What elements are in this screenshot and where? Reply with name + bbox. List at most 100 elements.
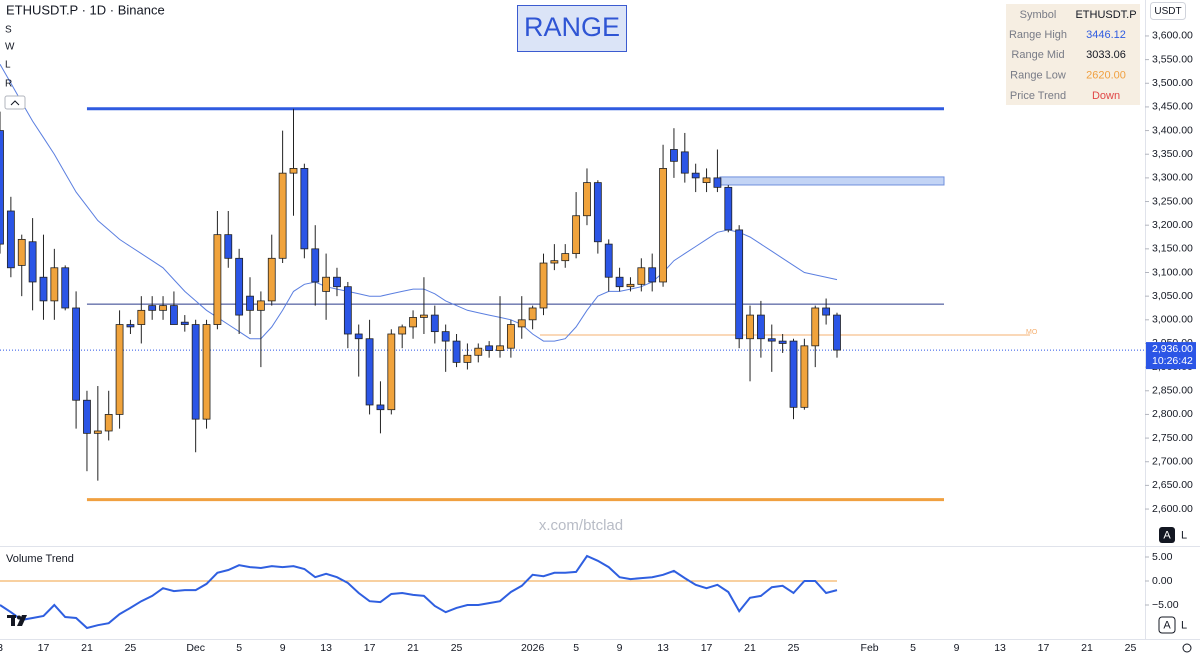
y-tick-label: −5.00	[1152, 599, 1179, 611]
candle-body	[115, 324, 124, 415]
candle-body	[833, 314, 841, 351]
x-tick-label: 9	[954, 642, 960, 654]
candle-body	[441, 331, 450, 342]
candle-body	[713, 177, 722, 188]
mo-label: MO	[1026, 329, 1038, 336]
candle-body	[148, 305, 157, 311]
candle-body	[604, 243, 613, 278]
chevron-icon	[10, 100, 20, 106]
candle-body	[333, 276, 341, 288]
candle-body	[180, 321, 189, 325]
moving-average	[0, 64, 838, 342]
log-button[interactable]: L	[1181, 529, 1187, 541]
y-tick-label: 0.00	[1152, 575, 1173, 587]
candle-body	[6, 210, 15, 269]
candle-body	[670, 149, 678, 162]
x-tick-label: 9	[617, 642, 623, 654]
candle-body	[354, 333, 363, 340]
y-tick-label: 3,300.00	[1152, 172, 1193, 184]
table-label: Range Mid	[1011, 49, 1064, 61]
auto-label: A	[1163, 619, 1171, 631]
candle-body	[724, 186, 733, 231]
y-tick-label: 3,000.00	[1152, 314, 1193, 326]
log-button[interactable]: L	[1181, 619, 1187, 631]
candle-body	[528, 307, 537, 321]
y-tick-label: 2,800.00	[1152, 408, 1193, 420]
candle-body	[452, 340, 461, 363]
candle-body	[17, 238, 26, 266]
y-tick-label: 3,400.00	[1152, 124, 1193, 136]
candle-body	[659, 168, 667, 283]
candle-body	[300, 168, 309, 250]
watermark: x.com/btclad	[539, 517, 623, 534]
candle-body	[278, 172, 287, 259]
candle-body	[539, 262, 548, 309]
x-tick-label: 21	[407, 642, 419, 654]
candle-body	[637, 267, 646, 285]
panel-title: Volume Trend	[6, 553, 74, 565]
x-tick-label: 25	[451, 642, 463, 654]
x-tick-label: 25	[1125, 642, 1137, 654]
currency-label: USDT	[1154, 6, 1181, 17]
table-value: 2620.00	[1086, 70, 1126, 82]
countdown-label: 10:26:42	[1152, 355, 1193, 367]
candle-body	[213, 234, 222, 325]
candle-body	[159, 305, 167, 311]
candle-body	[72, 307, 80, 401]
candle-body	[235, 257, 244, 316]
y-tick-label: 5.00	[1152, 551, 1173, 563]
candle-body	[583, 182, 591, 217]
candle-body	[648, 267, 657, 283]
candle-body	[757, 314, 765, 340]
settings-icon[interactable]	[1182, 643, 1192, 653]
candle-body	[246, 295, 254, 311]
x-tick-label: 9	[280, 642, 286, 654]
collapse-button[interactable]	[4, 95, 26, 110]
candle-body	[506, 324, 515, 349]
x-tick-label: 21	[1081, 642, 1093, 654]
auto-button[interactable]	[1159, 527, 1175, 543]
candle-body	[28, 241, 37, 283]
candle-body	[800, 345, 809, 408]
candle-body	[126, 324, 135, 328]
candle-body	[191, 324, 200, 420]
candle-body	[376, 404, 385, 411]
x-tick-label: 25	[125, 642, 137, 654]
y-tick-label: 3,250.00	[1152, 195, 1193, 207]
currency-button[interactable]	[1150, 2, 1186, 20]
x-tick-label: 3	[0, 642, 3, 654]
candle-body	[39, 276, 48, 302]
x-tick-label: 5	[573, 642, 579, 654]
x-tick-label: 13	[657, 642, 669, 654]
y-tick-label: 3,500.00	[1152, 77, 1193, 89]
y-tick-label: 2,750.00	[1152, 432, 1193, 444]
candle-body	[0, 130, 4, 245]
candle-body	[289, 168, 298, 174]
candle-body	[267, 257, 276, 302]
candle-body	[561, 253, 570, 262]
candle-body	[104, 414, 113, 432]
tool-button[interactable]: S	[5, 25, 12, 36]
price-tag	[1146, 342, 1196, 370]
candle-body	[485, 345, 494, 351]
x-tick-label: 17	[701, 642, 713, 654]
candle-body	[50, 267, 59, 302]
candle-body	[224, 234, 233, 259]
tool-button[interactable]: R	[5, 79, 12, 90]
symbol-line: ETHUSDT.P · 1D · Binance	[6, 2, 165, 17]
x-tick-label: 2026	[521, 642, 545, 654]
y-tick-label: 3,100.00	[1152, 266, 1193, 278]
tool-button[interactable]: W	[5, 42, 15, 53]
table-value: 3033.06	[1086, 49, 1126, 61]
candle-body	[626, 283, 635, 288]
candle-body	[550, 260, 559, 264]
table-label: Range High	[1009, 29, 1067, 41]
auto-button[interactable]	[1158, 616, 1176, 634]
candle-body	[789, 340, 798, 408]
price-tag-label: 2,936.00	[1152, 343, 1193, 355]
tool-button[interactable]: L	[5, 60, 11, 71]
y-tick-label: 3,550.00	[1152, 53, 1193, 65]
x-tick-label: 17	[364, 642, 376, 654]
